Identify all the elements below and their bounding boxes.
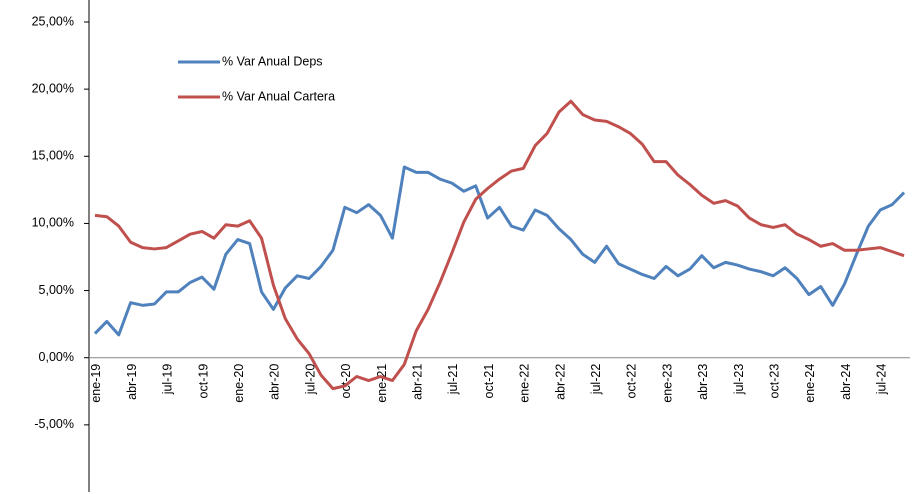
y-tick-label: 0,00% [39,350,74,364]
legend-label: % Var Anual Cartera [222,89,335,103]
legend-label: % Var Anual Deps [222,54,323,68]
x-tick-label: ene-20 [232,364,246,403]
x-tick-label: abr-19 [125,364,139,400]
x-tick-label: jul-24 [875,364,889,396]
x-tick-label: ene-22 [518,364,532,403]
x-tick-label: abr-22 [553,364,567,400]
x-tick-label: jul-19 [161,364,175,396]
x-tick-label: ene-23 [660,364,674,403]
x-tick-label: oct-22 [625,364,639,399]
series-line [94,99,905,391]
x-tick-label: oct-21 [482,364,496,399]
x-tick-label: jul-21 [446,364,460,396]
x-tick-label: oct-23 [767,364,781,399]
y-tick-label: 20,00% [32,81,74,95]
x-tick-label: ene-21 [375,364,389,403]
x-tick-label: jul-22 [589,364,603,396]
y-tick-label: 25,00% [32,14,74,28]
x-tick-label: abr-21 [411,364,425,400]
x-tick-label: abr-24 [839,364,853,400]
x-tick-label: abr-23 [696,364,710,400]
y-tick-label: 15,00% [32,149,74,163]
x-tick-label: oct-19 [196,364,210,399]
x-tick-label: abr-20 [268,364,282,400]
x-tick-label: jul-23 [732,364,746,396]
y-tick-label: -5,00% [34,417,74,431]
x-tick-label: ene-24 [803,364,817,403]
x-tick-label: jul-20 [303,364,317,396]
series-line [93,165,906,337]
x-tick-label: ene-19 [89,364,103,403]
x-tick-label: oct-20 [339,364,353,399]
y-tick-label: 5,00% [39,283,74,297]
y-tick-label: 10,00% [32,216,74,230]
